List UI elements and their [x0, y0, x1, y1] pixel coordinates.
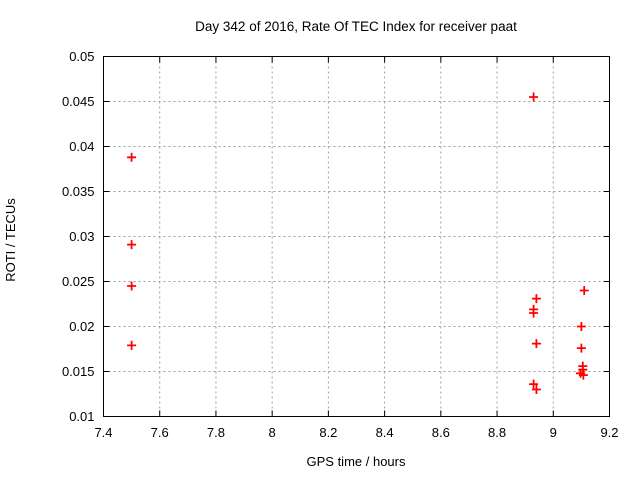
x-tick-label: 8.4	[376, 425, 394, 440]
x-tick-label: 8.6	[432, 425, 450, 440]
data-point-marker	[579, 286, 589, 295]
plot-border	[103, 56, 610, 417]
y-axis-label: ROTI / TECUs	[3, 198, 18, 282]
y-tick-label: 0.01	[69, 409, 94, 424]
y-tick-label: 0.03	[69, 229, 94, 244]
data-point-marker	[127, 152, 137, 162]
data-point-marker	[576, 343, 586, 353]
x-tick-labels: 7.4 7.6 7.8 8 8.2 8.4 8.6 8.8 9 9.2	[94, 425, 618, 440]
y-tick-label: 0.025	[62, 274, 95, 289]
x-tick-label: 7.8	[207, 425, 225, 440]
data-point-marker	[127, 340, 137, 350]
y-tick-label: 0.015	[62, 364, 95, 379]
data-points	[127, 92, 589, 394]
y-tick-label: 0.04	[69, 139, 94, 154]
gridlines	[103, 56, 610, 417]
x-tick-label: 7.6	[151, 425, 169, 440]
data-point-marker	[531, 385, 541, 394]
y-tick-label: 0.05	[69, 49, 94, 64]
x-axis-label: GPS time / hours	[307, 454, 406, 469]
x-tick-label: 8.8	[488, 425, 506, 440]
x-tick-label: 8	[269, 425, 276, 440]
data-point-marker	[529, 379, 539, 389]
y-tick-labels: 0.01 0.015 0.02 0.025 0.03 0.035 0.04 0.045 0.05	[62, 49, 95, 424]
y-tick-label: 0.02	[69, 319, 94, 334]
x-tick-label: 8.2	[319, 425, 337, 440]
data-point-marker	[531, 339, 541, 349]
data-point-marker	[531, 294, 541, 304]
y-tick-label: 0.035	[62, 184, 95, 199]
data-point-marker	[529, 92, 539, 102]
data-point-marker	[578, 370, 588, 380]
x-tick-label: 9.2	[600, 425, 618, 440]
chart-title: Day 342 of 2016, Rate Of TEC Index for r…	[195, 19, 517, 34]
x-tick-label: 7.4	[94, 425, 112, 440]
data-point-marker	[529, 308, 539, 318]
data-point-marker	[576, 322, 586, 331]
x-tick-label: 9	[550, 425, 557, 440]
y-tick-label: 0.045	[62, 94, 95, 109]
data-point-marker	[127, 240, 137, 250]
data-point-marker	[127, 281, 137, 291]
